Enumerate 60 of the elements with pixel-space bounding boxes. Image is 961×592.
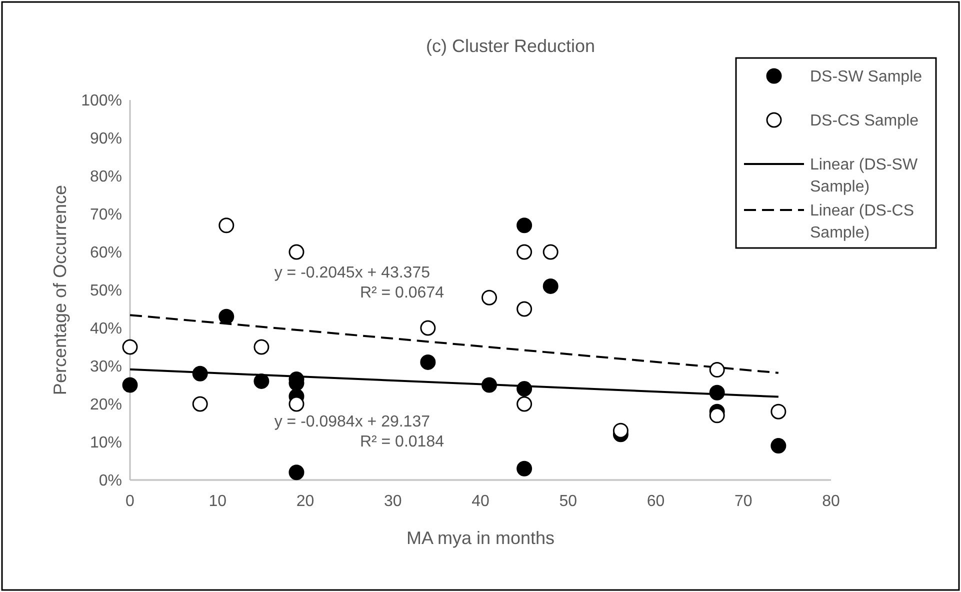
x-tick-label: 40 — [472, 493, 490, 510]
legend-label: DS-CS Sample — [810, 112, 919, 130]
x-tick-label: 10 — [208, 493, 227, 510]
point — [288, 396, 304, 412]
point — [420, 320, 436, 336]
annotation: y = -0.2045x + 43.375 — [274, 264, 430, 282]
point — [770, 438, 786, 454]
point — [516, 396, 532, 412]
point — [709, 408, 725, 424]
point — [516, 218, 532, 234]
point — [288, 464, 304, 480]
point — [122, 339, 138, 355]
y-tick-label: 70% — [90, 206, 122, 224]
point — [122, 377, 138, 393]
x-tick-label: 80 — [822, 493, 840, 510]
point — [516, 244, 532, 260]
x-tick-label: 70 — [734, 493, 752, 510]
x-axis-title: MA mya in months — [406, 528, 555, 548]
point — [709, 362, 725, 378]
legend-label: DS-SW Sample — [810, 68, 922, 86]
point — [254, 373, 270, 389]
point — [420, 354, 436, 370]
point — [542, 278, 558, 294]
point — [482, 290, 498, 306]
x-tick-label: 20 — [296, 493, 314, 510]
point — [254, 339, 270, 355]
point — [192, 366, 208, 382]
point — [192, 396, 208, 412]
y-tick-label: 80% — [90, 168, 122, 186]
annotation: y = -0.0984x + 29.137 — [274, 414, 430, 431]
chart-title: (c) Cluster Reduction — [426, 36, 596, 56]
x-tick-label: 50 — [559, 493, 578, 510]
y-tick-label: 50% — [90, 282, 122, 300]
point — [516, 301, 532, 317]
point — [542, 244, 558, 260]
y-tick-label: 40% — [90, 320, 122, 338]
point — [482, 377, 498, 393]
point — [218, 308, 234, 324]
y-tick-label: 90% — [90, 130, 122, 148]
point — [612, 422, 628, 438]
annotation: R² = 0.0674 — [360, 284, 444, 302]
point — [709, 384, 725, 400]
x-tick-label: 60 — [646, 493, 665, 510]
legend-label: Linear (DS-SW Sample) — [810, 156, 918, 196]
y-axis-title: Percentage of Occurrence — [50, 184, 70, 396]
x-tick-label: 0 — [126, 493, 135, 510]
y-tick-label: 20% — [90, 396, 122, 414]
x-tick-label: 30 — [384, 493, 402, 510]
point — [218, 218, 234, 234]
point — [516, 460, 532, 476]
annotation: R² = 0.0184 — [360, 434, 444, 451]
point — [770, 404, 786, 420]
y-tick-label: 60% — [90, 244, 122, 262]
y-tick-label: 100% — [81, 92, 122, 110]
y-tick-label: 30% — [90, 358, 122, 376]
legend-label: Linear (DS-CS Sample) — [810, 202, 914, 242]
y-tick-label: 10% — [90, 434, 122, 452]
point — [516, 381, 532, 397]
y-tick-label: 0% — [98, 472, 122, 490]
point — [288, 244, 304, 260]
